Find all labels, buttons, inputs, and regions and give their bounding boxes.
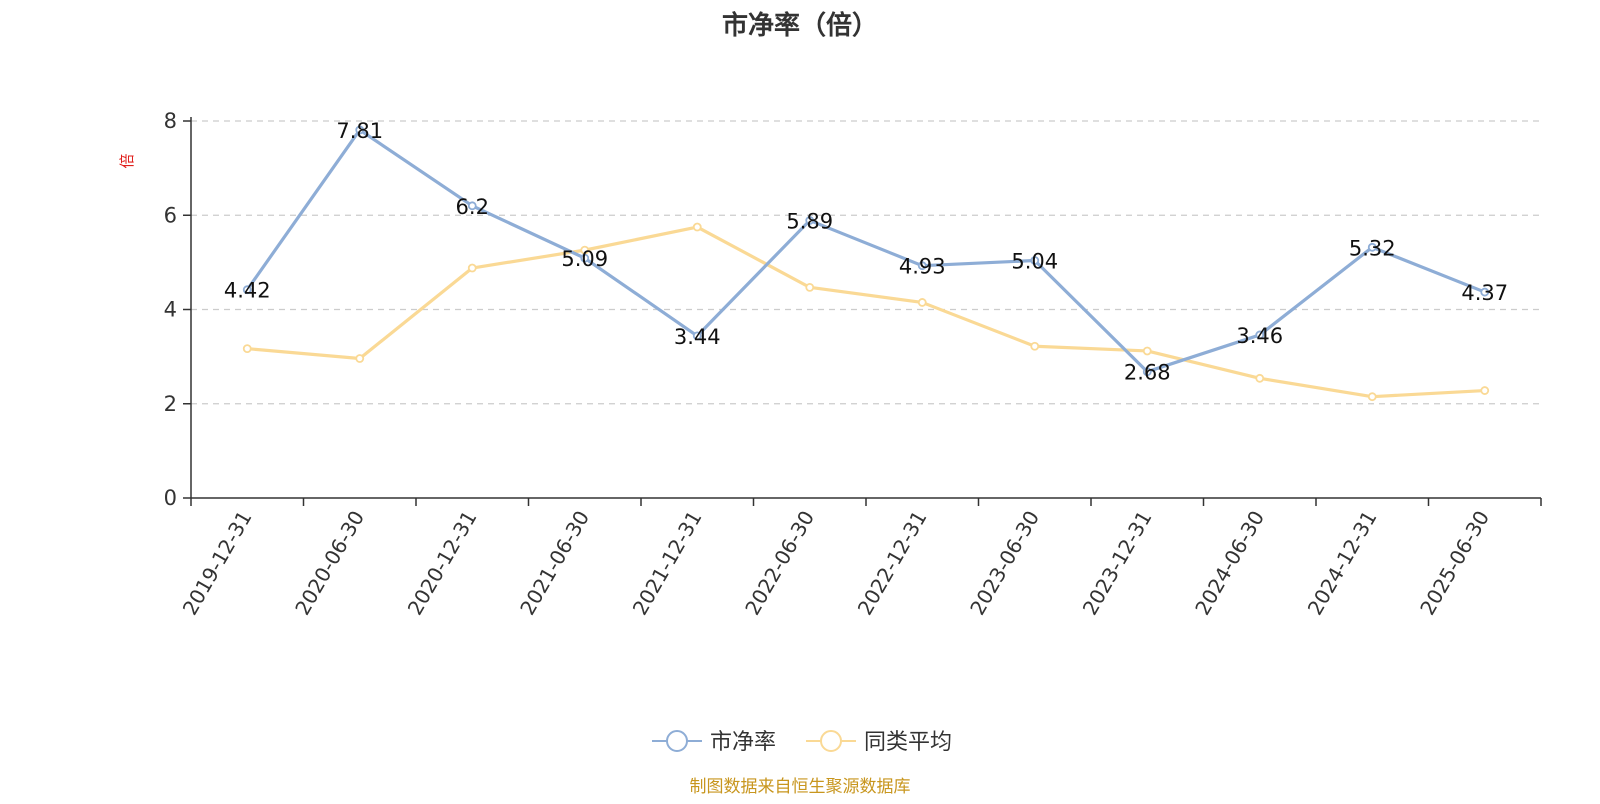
series-1-point	[467, 263, 477, 273]
x-tick-label: 2021-06-30	[515, 507, 594, 620]
y-tick-label: 8	[164, 109, 177, 133]
x-tick-label: 2022-12-31	[853, 507, 932, 620]
axes: 0 2 4 6 8 2019-12-31 2020-06-30 2020-12-31 2021-…	[164, 109, 1542, 620]
series-1-point	[355, 354, 365, 363]
series-0-point	[242, 285, 252, 295]
series-line-1	[245, 225, 1487, 399]
series-0-point	[1030, 256, 1040, 265]
x-tick-label: 2024-06-30	[1190, 507, 1269, 620]
legend-item[interactable]: 同类平均	[806, 730, 952, 755]
y-tick-label: 0	[164, 486, 177, 510]
data-labels: 4.42 7.81 6.2 5.09 3.44 5.89 4.93 5.04 2.68 3.46 5…	[224, 119, 1508, 385]
x-tick-label: 2020-06-30	[290, 507, 369, 620]
x-tick-label: 2020-12-31	[403, 507, 482, 620]
series-1-point	[1030, 341, 1040, 351]
data-label: 7.81	[336, 119, 383, 143]
series-0-point	[1480, 287, 1490, 297]
data-label: 5.32	[1349, 236, 1396, 260]
series-1-point	[580, 245, 590, 255]
data-label: 4.37	[1461, 281, 1508, 305]
x-tick-label: 2025-06-30	[1415, 507, 1494, 620]
y-tick-label: 4	[164, 298, 177, 322]
series-1-point	[1367, 392, 1377, 402]
x-tick-label: 2019-12-31	[178, 507, 257, 620]
legend-label: 同类平均	[864, 730, 952, 755]
x-tick-label: 2022-06-30	[740, 507, 819, 620]
data-label: 4.42	[224, 279, 271, 303]
series-1-point	[1142, 346, 1152, 356]
data-label: 6.2	[456, 195, 489, 219]
y-tick-label: 6	[164, 203, 177, 227]
series-1-point	[692, 222, 702, 232]
grid-lines	[191, 120, 1541, 405]
series-0-point	[580, 253, 590, 263]
series-0-point	[1255, 330, 1265, 340]
data-label: 5.09	[561, 247, 608, 271]
source-note: 制图数据来自恒生聚源数据库	[690, 777, 911, 797]
series-1-point	[1480, 386, 1490, 395]
x-tick-label: 2023-06-30	[965, 507, 1044, 620]
y-tick-label: 2	[164, 392, 177, 416]
series-1-point	[805, 282, 815, 292]
series-layer	[242, 125, 1490, 402]
series-0-point	[917, 261, 927, 271]
y-axis-label: 倍	[118, 153, 136, 168]
series-0-point	[805, 216, 815, 225]
series-1-point	[242, 344, 252, 354]
data-label: 2.68	[1124, 361, 1171, 385]
series-0-point	[1367, 242, 1377, 252]
data-label: 3.46	[1236, 324, 1283, 348]
x-tick-label: 2021-12-31	[628, 507, 707, 620]
series-1-point	[917, 298, 927, 307]
legend-item[interactable]: 市净率	[652, 730, 776, 755]
series-line-0	[245, 128, 1487, 374]
chart-title: 市净率（倍）	[722, 10, 878, 41]
legend-label: 市净率	[710, 730, 776, 755]
x-tick-label: 2023-12-31	[1078, 507, 1157, 620]
data-label: 3.44	[674, 325, 721, 349]
series-1-point	[1255, 373, 1265, 383]
data-label: 5.89	[786, 209, 833, 233]
data-label: 5.04	[1011, 249, 1058, 273]
legend[interactable]: 市净率 同类平均	[652, 730, 952, 755]
series-0-point	[467, 201, 477, 211]
data-label: 4.93	[899, 255, 946, 279]
series-0-point	[355, 125, 365, 135]
legend-marker	[666, 730, 688, 752]
legend-marker	[820, 730, 842, 752]
series-0-point	[1142, 367, 1152, 377]
series-0-point	[692, 331, 702, 341]
x-tick-label: 2024-12-31	[1303, 507, 1382, 620]
